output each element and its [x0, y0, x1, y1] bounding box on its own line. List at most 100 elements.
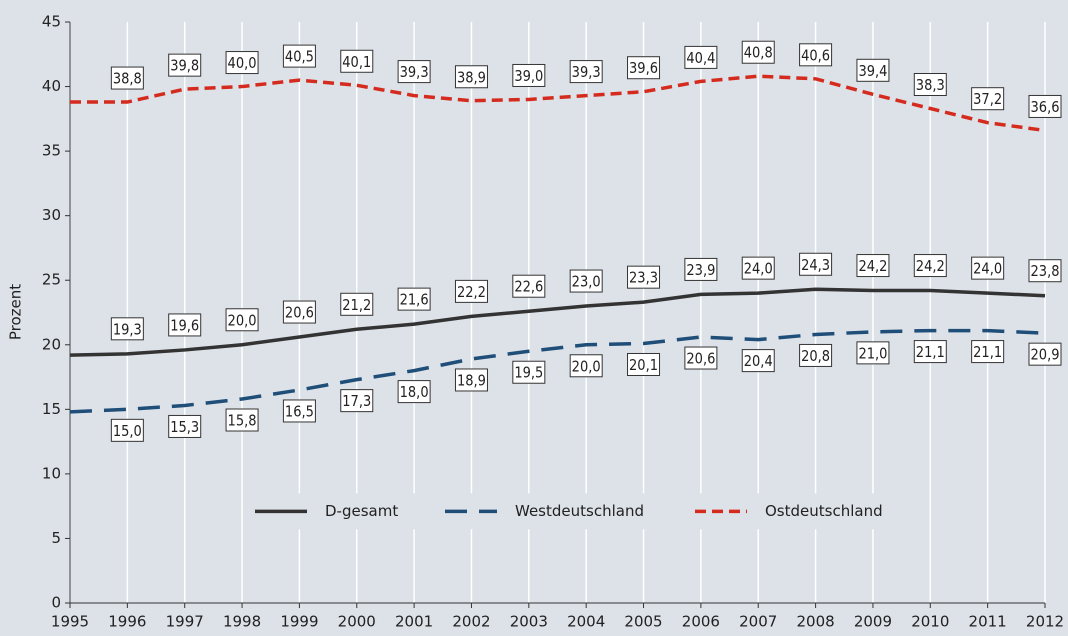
data-label-box: [168, 53, 202, 77]
data-label-box: [397, 380, 431, 404]
data-label-box: [913, 73, 947, 97]
x-tick-label: 2007: [739, 613, 777, 631]
data-label-box: [397, 60, 431, 84]
data-label-box: [512, 360, 546, 384]
data-label: 40,0: [228, 54, 257, 72]
data-label-box: [282, 399, 316, 423]
data-label: 36,6: [1031, 98, 1060, 116]
x-tick-label: 1997: [166, 613, 204, 631]
data-label-box: [340, 49, 374, 73]
data-label-box: [397, 287, 431, 311]
data-label-box: [1028, 94, 1062, 118]
data-label: 20,6: [285, 304, 314, 322]
data-label-box: [799, 43, 833, 67]
data-label-box: [569, 269, 603, 293]
data-label-box: [569, 354, 603, 378]
data-label-box: [512, 274, 546, 298]
data-label-box: [454, 279, 488, 303]
data-label-box: [971, 256, 1005, 280]
x-tick-label: 2008: [796, 613, 834, 631]
data-label-box: [454, 368, 488, 392]
y-tick-label: 35: [42, 142, 61, 160]
data-label: 23,8: [1031, 262, 1060, 280]
data-label: 39,3: [400, 63, 429, 81]
data-label: 38,8: [113, 70, 142, 88]
data-label-box: [454, 65, 488, 89]
x-tick-label: 2001: [395, 613, 433, 631]
legend: D-gesamt Westdeutschland Ostdeutschland: [245, 493, 905, 530]
y-tick-label: 10: [42, 464, 61, 482]
data-label-box: [799, 252, 833, 276]
data-label-box: [225, 308, 259, 332]
x-tick-label: 2010: [911, 613, 949, 631]
x-tick-label: 2009: [854, 613, 892, 631]
data-label: 39,0: [514, 67, 543, 85]
data-label-box: [110, 66, 144, 90]
data-label-box: [913, 254, 947, 278]
data-label-box: [627, 352, 661, 376]
data-label-box: [741, 256, 775, 280]
x-tick-label: 2002: [452, 613, 490, 631]
series-line: [70, 74, 1046, 133]
data-label: 24,2: [858, 257, 887, 275]
data-label: 39,4: [858, 62, 887, 80]
data-label: 15,3: [170, 418, 199, 436]
data-label: 20,6: [686, 350, 715, 368]
data-label: 21,1: [973, 343, 1002, 361]
series-line: [69, 328, 1046, 414]
data-label-box: [1028, 259, 1062, 283]
data-label: 20,0: [228, 311, 257, 329]
data-label: 24,0: [744, 260, 773, 278]
data-label: 19,5: [514, 364, 543, 382]
data-label: 24,0: [973, 260, 1002, 278]
data-label-box: [684, 346, 718, 370]
data-label: 23,9: [686, 261, 715, 279]
x-tick-label: 2006: [682, 613, 720, 631]
data-label-box: [1028, 342, 1062, 366]
legend-label: Ostdeutschland: [765, 502, 883, 520]
y-tick-label: 40: [42, 77, 61, 95]
data-label-box: [282, 300, 316, 324]
data-label: 23,0: [572, 273, 601, 291]
y-tick-label: 25: [42, 271, 61, 289]
data-label-box: [684, 257, 718, 281]
y-tick-label: 5: [51, 529, 61, 547]
data-label: 40,5: [285, 48, 314, 66]
data-label: 21,0: [858, 344, 887, 362]
data-label-box: [856, 341, 890, 365]
data-label-box: [799, 343, 833, 367]
data-label-box: [741, 349, 775, 373]
data-label: 15,0: [113, 422, 142, 440]
data-label-box: [856, 254, 890, 278]
data-label: 21,2: [342, 296, 371, 314]
y-tick-label: 15: [42, 400, 61, 418]
data-label-box: [110, 418, 144, 442]
data-label: 17,3: [342, 392, 371, 410]
data-label: 22,2: [457, 283, 486, 301]
data-label: 20,9: [1031, 346, 1060, 364]
data-label-box: [225, 408, 259, 432]
y-tick-label: 45: [42, 13, 61, 31]
data-label: 20,0: [572, 357, 601, 375]
data-label: 18,0: [400, 383, 429, 401]
data-label-box: [913, 340, 947, 364]
data-label: 20,4: [744, 352, 773, 370]
x-tick-label: 2005: [624, 613, 662, 631]
data-label: 39,8: [170, 57, 199, 75]
data-label-box: [168, 414, 202, 438]
legend-background: [245, 493, 905, 530]
data-label: 19,6: [170, 316, 199, 334]
series-line: [69, 287, 1046, 357]
x-tick-label: 2003: [510, 613, 548, 631]
data-label: 39,3: [572, 63, 601, 81]
x-tick-label: 1999: [280, 613, 318, 631]
data-label-box: [282, 44, 316, 68]
data-label: 19,3: [113, 320, 142, 338]
data-label-box: [340, 389, 374, 413]
data-label: 24,2: [916, 257, 945, 275]
legend-label: D-gesamt: [325, 502, 398, 520]
data-label: 24,3: [801, 256, 830, 274]
data-label: 40,6: [801, 46, 830, 64]
x-tick-label: 2004: [567, 613, 605, 631]
data-label: 38,9: [457, 68, 486, 86]
